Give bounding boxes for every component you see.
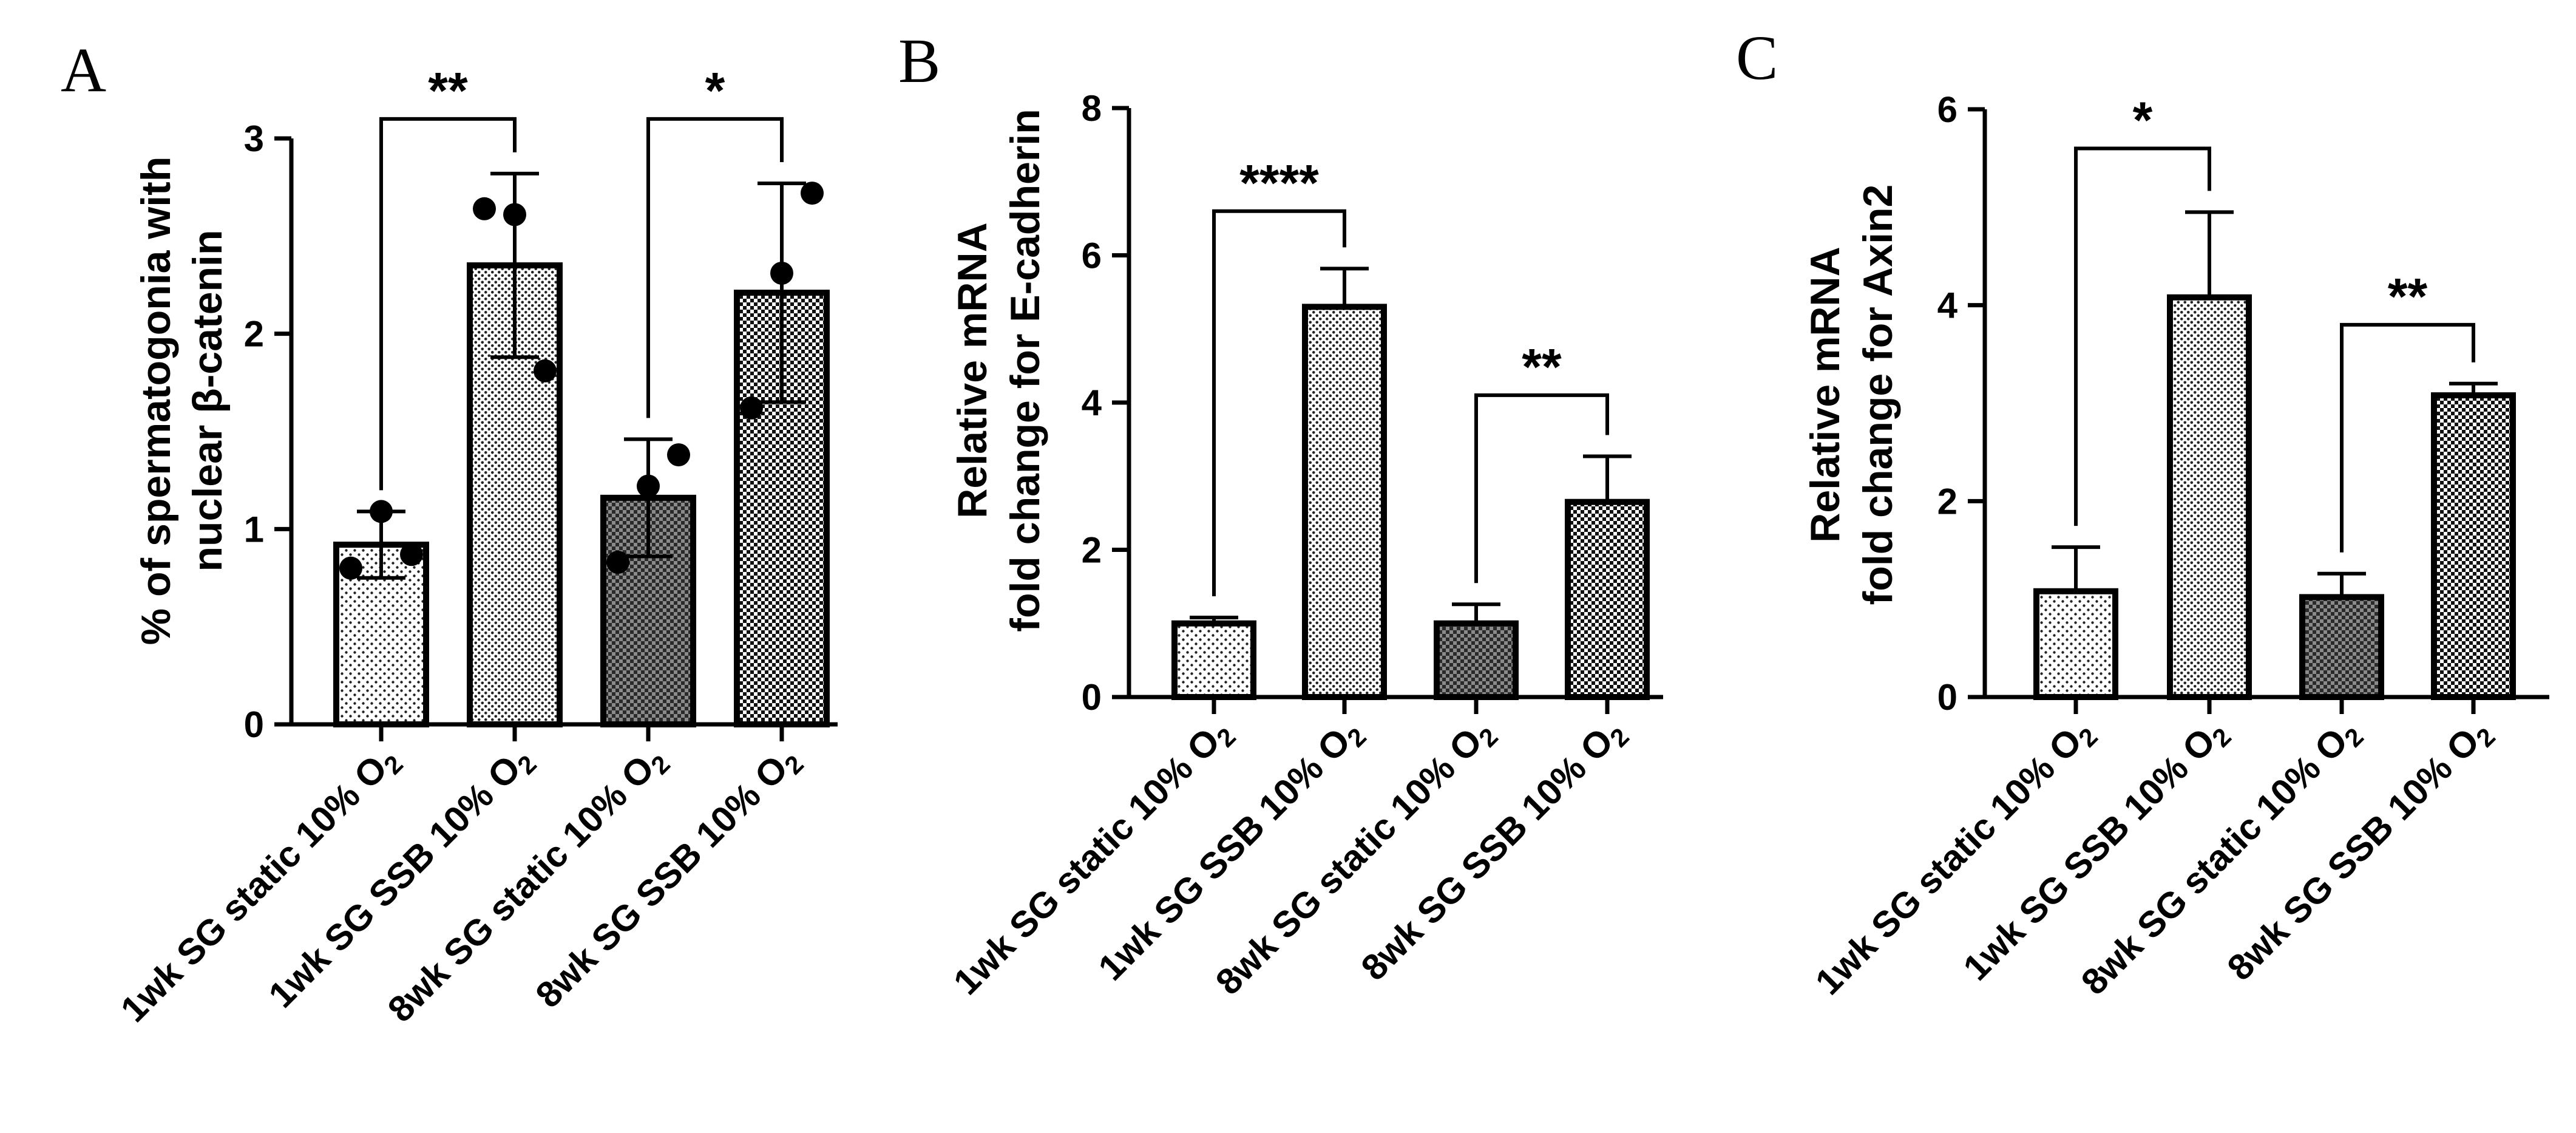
panel-a-significance-bracket: [379, 117, 517, 491]
panel-a-ylabel-line1: % of spermatogonia with: [133, 157, 179, 645]
panel-a-ylabel-line2: nuclear β-catenin: [185, 230, 231, 572]
panel-a-data-point: [801, 182, 824, 205]
panel-b-significance-label: **: [1522, 338, 1562, 395]
panel-a-letter: A: [61, 35, 106, 105]
panel-c-significance-bracket: [2340, 322, 2475, 553]
panel-b-xtick-label: 8wk SG SSB 10% O2: [1354, 710, 1635, 992]
panel-a-data-point: [740, 396, 763, 420]
panel-a-significance-label: **: [428, 62, 468, 119]
panel-b-ylabel-line1: Relative mRNA: [949, 222, 995, 519]
panel-c-significance-label: **: [2388, 268, 2428, 325]
panel-c-bar: [2167, 294, 2252, 700]
panel-a-ytick-label: 1: [244, 509, 264, 549]
panel-c-xtick-label: 8wk SG SSB 10% O2: [2220, 710, 2501, 992]
panel-c-ytick-label: 6: [1937, 89, 1957, 130]
panel-a-data-point: [667, 443, 690, 467]
panel-b-ytick-label: 0: [1082, 677, 1102, 718]
panel-a-data-point: [370, 500, 393, 523]
panel-c-ylabel-line1: Relative mRNA: [1802, 247, 1848, 543]
panel-b: B Relative mRNA fold change for E-cadher…: [898, 26, 1663, 1002]
panel-c-letter: C: [1736, 23, 1778, 93]
panel-a-data-point: [503, 203, 526, 226]
panel-b-bar: [1302, 304, 1387, 700]
panel-a: A % of spermatogonia with nuclear β-cate…: [61, 35, 838, 1030]
panel-a-ytick-label: 3: [244, 118, 264, 159]
panel-a-data-point: [637, 474, 660, 498]
panel-c-ytick-label: 4: [1937, 285, 1958, 326]
panel-c-significance-bracket: [2074, 146, 2211, 526]
panel-b-significance-label: ****: [1239, 154, 1319, 211]
panel-a-ytick-label: 0: [244, 704, 264, 745]
panel-c-ytick-label: 0: [1937, 677, 1957, 718]
panel-c-bar: [2033, 588, 2118, 701]
panel-b-ytick-label: 4: [1082, 383, 1102, 423]
panel-c-ylabel-line2: fold change for Axin2: [1855, 185, 1901, 605]
panel-a-xtick-label: 8wk SG SSB 10% O2: [528, 738, 809, 1019]
panel-a-data-point: [770, 261, 793, 285]
panel-a-data-point: [400, 543, 423, 566]
panel-a-data-point: [534, 359, 557, 383]
panel-a-significance-label: *: [705, 62, 725, 119]
panel-c-ytick-label: 2: [1937, 481, 1957, 522]
panel-a-data-point: [606, 551, 629, 574]
panel-c-significance-label: *: [2133, 92, 2153, 149]
panel-b-significance-bracket: [1474, 393, 1609, 584]
panel-b-ylabel-line2: fold change for E-cadherin: [1002, 109, 1048, 631]
panel-c-xtick-label: 1wk SG SSB 10% O2: [1956, 710, 2237, 992]
panel-a-ytick-label: 2: [244, 314, 264, 355]
panel-a-data-point: [339, 556, 362, 580]
panel-c-bar: [2431, 392, 2516, 700]
panel-a-data-point: [473, 197, 496, 220]
panel-b-bar: [1171, 620, 1256, 700]
panel-b-significance-bracket: [1212, 209, 1346, 597]
panel-b-ytick-label: 8: [1082, 88, 1102, 129]
panel-b-bar: [1434, 620, 1519, 700]
panel-b-ytick-label: 2: [1082, 530, 1102, 571]
panel-a-xtick-label: 1wk SG SSB 10% O2: [261, 738, 542, 1019]
panel-c-bar: [2299, 594, 2384, 700]
panel-c: C Relative mRNA fold change for Axin2 0 2…: [1736, 23, 2549, 1002]
panel-b-letter: B: [898, 26, 940, 96]
panel-a-significance-bracket: [646, 117, 784, 418]
panel-b-bar: [1565, 498, 1650, 700]
panel-b-ytick-label: 6: [1082, 236, 1102, 276]
